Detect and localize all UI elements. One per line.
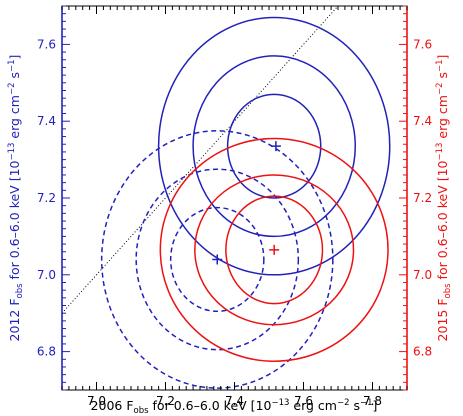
x-tick-label: 7.2 <box>156 394 175 408</box>
right-y-tick-label: 7.6 <box>413 37 432 51</box>
contour-0-0 <box>226 93 322 199</box>
contour-2-0 <box>225 195 324 305</box>
marker-2 <box>269 244 280 255</box>
series-1 <box>100 130 334 389</box>
x-tick-label: 7.4 <box>225 394 244 408</box>
right-y-tick-label: 7.4 <box>413 114 432 128</box>
contour-1-0 <box>169 206 265 313</box>
x-tick-label: 7.0 <box>87 394 106 408</box>
plot-frame <box>61 5 408 391</box>
left-y-tick-label: 7.2 <box>37 191 56 205</box>
contour-1-1 <box>135 168 300 351</box>
right-y-tick-label: 6.8 <box>413 345 432 359</box>
left-y-tick-label: 7.0 <box>37 268 56 282</box>
x-axis-title: 2006 Fobs for 0.6–6.0 keV [10−13 erg cm−… <box>91 398 378 416</box>
x-axis: 7.0 7.2 7.4 7.6 7.8 <box>61 6 408 408</box>
x-tick-label: 7.6 <box>294 394 313 408</box>
contour-2-1 <box>194 174 355 326</box>
contour-0-1 <box>192 55 356 238</box>
series-2 <box>159 137 389 362</box>
right-y-axis: 6.8 7.0 7.2 7.4 7.6 <box>399 5 432 391</box>
contour-1-2 <box>100 130 334 389</box>
right-y-tick-label: 7.2 <box>413 191 432 205</box>
right-y-tick-label: 7.0 <box>413 268 432 282</box>
contour-2-2 <box>159 137 389 362</box>
plot-area <box>62 6 391 389</box>
left-y-axis-title: 2012 Fobs for 0.6–6.0 keV [10−13 erg cm−… <box>7 55 25 342</box>
series-0 <box>157 16 391 276</box>
left-y-tick-label: 6.8 <box>37 345 56 359</box>
left-y-tick-label: 7.6 <box>37 37 56 51</box>
marker-1 <box>212 254 223 265</box>
contour-0-2 <box>157 16 391 276</box>
left-y-axis: 6.8 7.0 7.2 7.4 7.6 <box>37 5 70 391</box>
x-tick-label: 7.8 <box>363 394 382 408</box>
right-y-axis-title: 2015 Fobs for 0.6–6.0 keV [10−13 erg cm−… <box>435 55 453 342</box>
left-y-tick-label: 7.4 <box>37 114 56 128</box>
